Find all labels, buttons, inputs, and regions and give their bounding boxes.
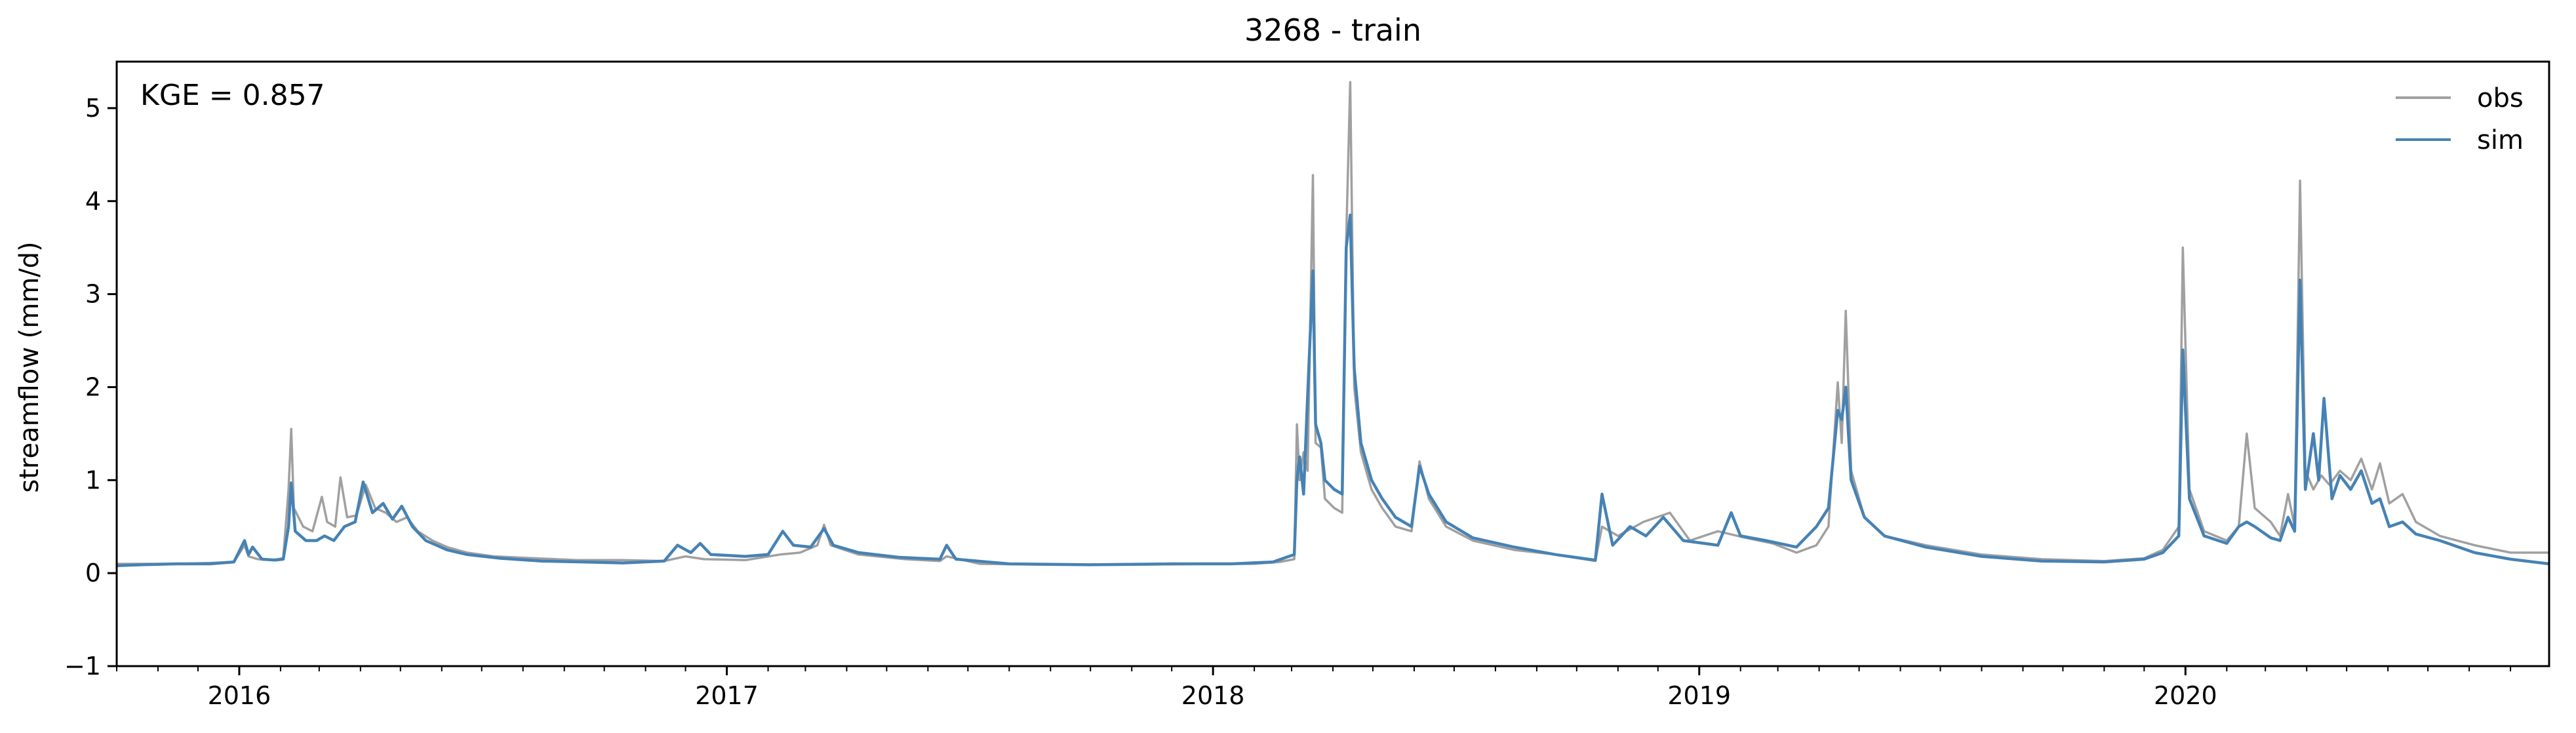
x-axis: 2016 2017 2018 2019 2020 xyxy=(116,666,2512,710)
kge-annotation: KGE = 0.857 xyxy=(140,79,325,112)
y-tick-label: 3 xyxy=(85,280,101,309)
y-tick-label: 0 xyxy=(85,559,101,587)
x-tick-label: 2018 xyxy=(1181,681,1245,710)
y-tick-label: 4 xyxy=(85,187,101,216)
series-line-sim xyxy=(116,213,2550,568)
series-layer xyxy=(116,81,2550,568)
y-axis-label: streamflow (mm/d) xyxy=(14,241,45,492)
chart-title: 3268 - train xyxy=(1244,12,1421,48)
legend-obs-label: obs xyxy=(2477,83,2524,113)
y-axis: −1 0 1 2 3 4 5 xyxy=(64,94,117,681)
series-line-obs xyxy=(117,81,2549,566)
x-tick-label: 2019 xyxy=(1667,681,1731,710)
x-tick-label: 2016 xyxy=(208,681,271,710)
x-tick-label: 2020 xyxy=(2154,681,2217,710)
legend-sim-label: sim xyxy=(2477,125,2524,155)
plot-frame xyxy=(115,60,2550,667)
legend: obs sim xyxy=(2396,83,2524,155)
y-tick-label: 1 xyxy=(85,466,101,494)
y-tick-label: 2 xyxy=(85,372,101,401)
y-tick-label: 5 xyxy=(85,94,101,123)
y-tick-label: −1 xyxy=(64,652,101,681)
x-tick-label: 2017 xyxy=(695,681,759,710)
